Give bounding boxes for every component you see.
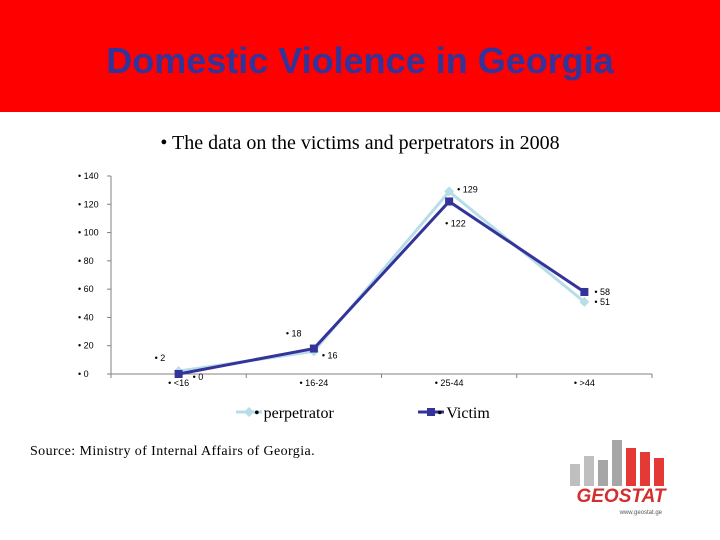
y-tick-label: • 40 <box>78 312 94 322</box>
line-chart: • 0 • 20 • 40 • 60 • 80 • 100 • 120 • 140 • <16 •… <box>78 171 653 422</box>
y-tick-label: • 0 <box>78 369 89 379</box>
source-note: Source: Ministry of Internal Affairs of … <box>30 444 316 459</box>
y-tick-label: • 100 <box>78 228 99 238</box>
legend-label-perpetrator: • perpetrator <box>254 405 334 422</box>
y-tick-label: • 120 <box>78 199 99 209</box>
x-tick-label: • 16-24 <box>300 378 329 388</box>
geostat-logo: GEOSTAT www.geostat.ge <box>566 440 676 516</box>
x-tick-label: • >44 <box>574 378 595 388</box>
victim-point <box>174 370 183 378</box>
victim-point <box>445 197 454 206</box>
victim-point <box>309 344 318 353</box>
title-banner <box>0 0 720 112</box>
x-tick-label: • 25-44 <box>435 378 464 388</box>
x-tick-label: • <16 <box>168 378 189 388</box>
y-tick-label: • 140 <box>78 171 99 181</box>
legend-marker-victim <box>427 408 435 416</box>
perpetrator-point <box>579 296 590 307</box>
y-tick-label: • 20 <box>78 341 94 351</box>
logo-bar <box>626 448 636 486</box>
y-tick-label: • 80 <box>78 256 94 266</box>
y-tick-label: • 60 <box>78 284 94 294</box>
logo-bar <box>584 456 594 486</box>
legend-label-victim: • Victim <box>437 405 490 422</box>
data-label-victim: • 18 <box>286 329 302 339</box>
data-label-victim: • 0 <box>193 372 204 382</box>
logo-bar <box>640 452 650 486</box>
logo-bar <box>570 464 580 486</box>
series-line-victim <box>178 199 586 376</box>
logo-bar <box>598 460 608 486</box>
legend-marker-perpetrator <box>244 407 254 417</box>
logo-bar <box>612 440 622 486</box>
svg-text:www.geostat.ge: www.geostat.ge <box>619 510 663 516</box>
victim-point <box>580 287 589 296</box>
series-line-perpetrator <box>178 189 586 373</box>
data-label-victim: • 58 <box>594 287 610 297</box>
data-label-perpetrator: • 51 <box>594 297 610 307</box>
perpetrator-point <box>444 186 455 197</box>
chart-subtitle: • The data on the victims and perpetrato… <box>160 132 560 154</box>
page-title: Domestic Violence in Georgia <box>106 40 614 81</box>
data-label-perpetrator: • 129 <box>457 185 478 195</box>
data-label-perpetrator: • 2 <box>155 353 166 363</box>
logo-bar <box>654 458 664 486</box>
data-label-perpetrator: • 16 <box>322 350 338 360</box>
data-label-victim: • 122 <box>445 218 466 228</box>
svg-text:GEOSTAT: GEOSTAT <box>576 486 666 507</box>
